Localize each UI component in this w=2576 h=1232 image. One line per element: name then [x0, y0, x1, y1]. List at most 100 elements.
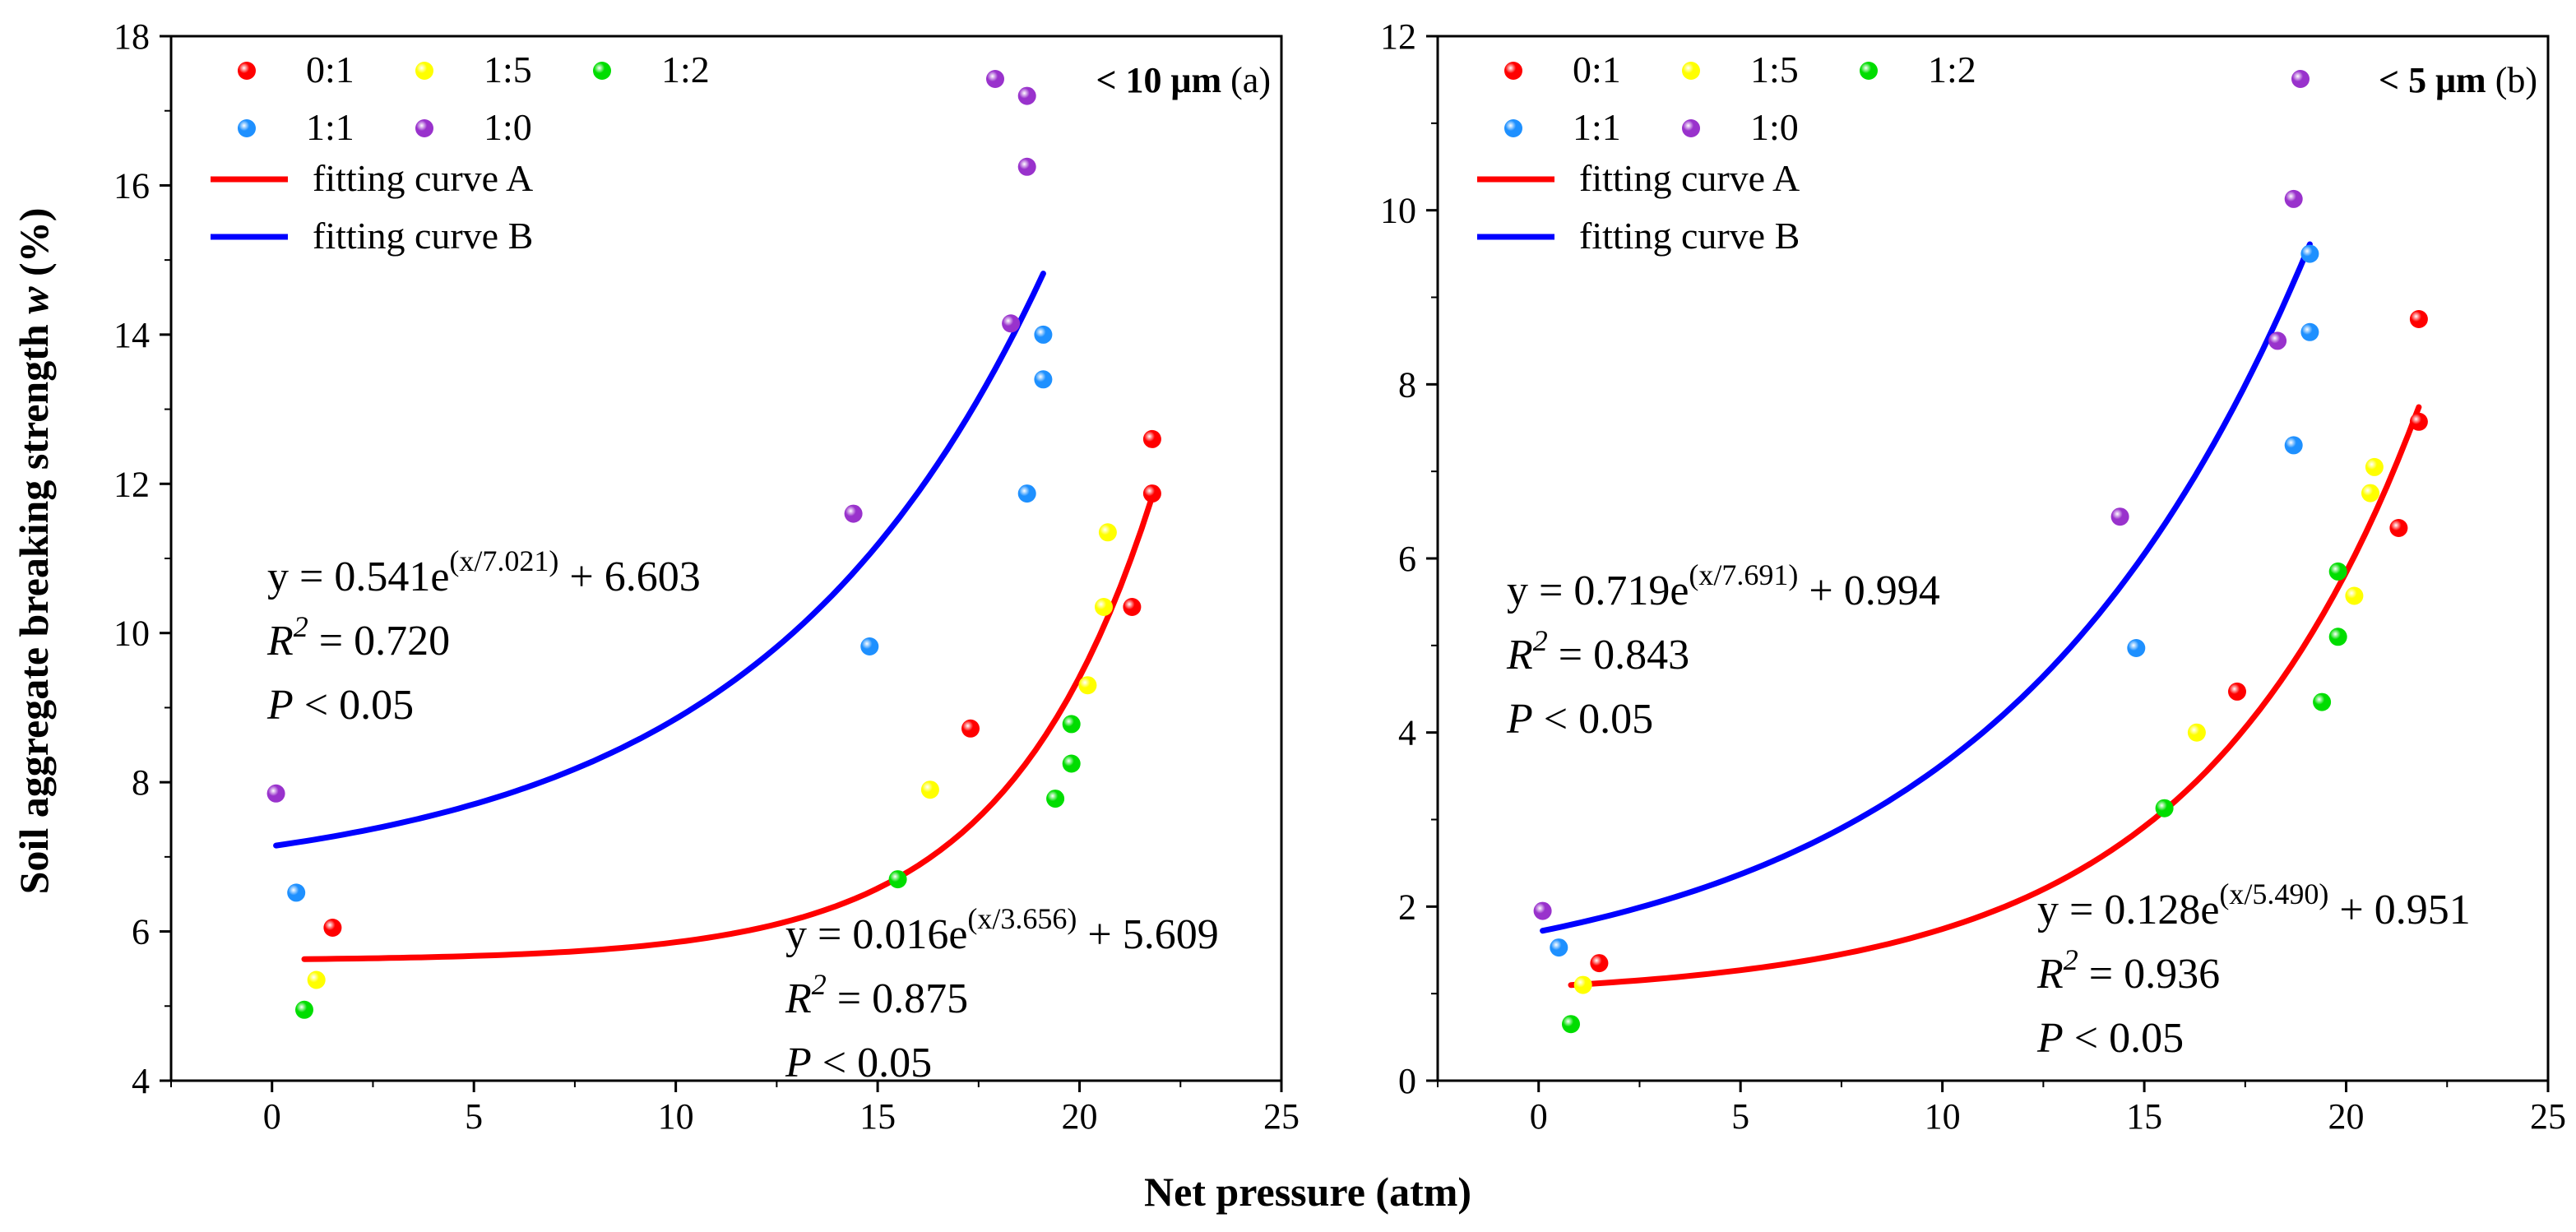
r-squared-symbol: R — [1506, 632, 1533, 679]
data-point-0-1 — [2409, 310, 2428, 328]
data-point-1-0 — [266, 784, 285, 803]
x-axis-title: Net pressure (atm) — [1144, 1169, 1471, 1215]
legend-label-0-1: 0:1 — [306, 49, 354, 90]
equation-tail: + 0.951 — [2328, 887, 2470, 933]
legend-marker-1-2 — [1860, 62, 1878, 80]
y-axis-title-prefix: Soil aggregate breaking strength — [11, 314, 57, 895]
equation-lead: y = 0.541e — [267, 553, 449, 600]
legend-marker-0-1 — [238, 62, 256, 80]
data-point-0-1 — [961, 719, 980, 738]
legend: 0:1 1:5 1:2 1:1 1:0 fitting curve A fitting cu… — [1477, 49, 1976, 257]
legend-marker-1-0 — [1682, 119, 1700, 137]
r-squared-sup: 2 — [294, 610, 308, 643]
data-point-1-5 — [1098, 523, 1117, 542]
y-tick-label: 4 — [132, 1061, 150, 1101]
legend-marker-1-5 — [1682, 62, 1700, 80]
data-point-1-5 — [1095, 598, 1113, 616]
y-tick-label: 16 — [114, 165, 150, 206]
p-value-symbol: P — [2036, 1015, 2064, 1062]
r-squared-value: = 0.843 — [1548, 632, 1689, 679]
legend-marker-1-2 — [593, 62, 611, 80]
r-squared-sup: 2 — [1533, 624, 1548, 657]
y-tick-label: 12 — [114, 464, 150, 504]
legend-marker-0-1 — [1504, 62, 1522, 80]
data-point-1-1 — [1017, 484, 1036, 503]
r-squared-value: = 0.875 — [827, 975, 968, 1022]
legend-label-curve-b: fitting curve B — [1579, 215, 1800, 257]
x-tick-label: 15 — [859, 1096, 896, 1137]
data-point-1-0 — [2268, 331, 2287, 350]
legend-label-1-2: 1:2 — [1928, 49, 1976, 90]
data-point-1-5 — [2361, 484, 2379, 503]
p-value-b: P < 0.05 — [266, 682, 414, 729]
p-value-symbol: P — [266, 682, 294, 729]
x-tick-label: 0 — [263, 1096, 281, 1137]
x-tick-label: 10 — [1925, 1096, 1961, 1137]
data-point-1-5 — [1573, 975, 1592, 994]
equation-tail: + 0.994 — [1798, 567, 1939, 614]
data-point-1-0 — [1002, 314, 1021, 333]
fitting-curve-b — [273, 271, 1046, 849]
legend: 0:1 1:5 1:2 1:1 1:0 fitting curve A fitting cu… — [211, 49, 710, 257]
data-point-1-2 — [1062, 715, 1081, 734]
x-tick-label: 25 — [2530, 1096, 2566, 1137]
data-point-1-1 — [1550, 938, 1568, 957]
x-tick-label: 0 — [1530, 1096, 1548, 1137]
r-squared-sup: 2 — [2064, 943, 2078, 976]
r-squared-value: = 0.720 — [308, 618, 450, 665]
y-tick-label: 18 — [114, 16, 150, 57]
legend-label-1-0: 1:0 — [484, 106, 532, 148]
tag-space — [2486, 60, 2495, 100]
legend-label-curve-a: fitting curve A — [1579, 157, 1800, 199]
r-squared-value: = 0.936 — [2078, 951, 2220, 998]
data-point-1-2 — [2328, 562, 2347, 581]
data-point-1-1 — [2300, 322, 2319, 341]
r-squared-symbol: R — [266, 618, 294, 665]
legend-marker-1-5 — [415, 62, 433, 80]
data-point-1-1 — [2284, 436, 2303, 455]
equation-b: y = 0.719e(x/7.691) + 0.994 — [1507, 558, 1940, 614]
p-value-text: < 0.05 — [812, 1040, 932, 1086]
y-tick-label: 6 — [132, 912, 150, 952]
legend-label-0-1: 0:1 — [1573, 49, 1621, 90]
legend-label-1-5: 1:5 — [1750, 49, 1799, 90]
p-value-symbol: P — [785, 1040, 812, 1086]
panel-tag-marker — [986, 70, 1004, 88]
y-tick-label: 10 — [1380, 191, 1416, 231]
p-value-text: < 0.05 — [1533, 696, 1653, 743]
data-point-0-1 — [1590, 954, 1609, 973]
p-value-b: P < 0.05 — [1506, 696, 1653, 743]
panel-tag-marker — [2291, 70, 2310, 88]
p-value-a: P < 0.05 — [785, 1040, 932, 1086]
r-squared-b: R2 = 0.720 — [266, 610, 450, 665]
data-point-0-1 — [1142, 429, 1161, 448]
r-squared-a: R2 = 0.936 — [2036, 943, 2220, 998]
x-tick-label: 10 — [658, 1096, 694, 1137]
chart-panel-a: 0 5 10 15 20 25 4 6 8 10 12 14 16 18 0:1 1:5 1:2 1:1 1:0 fi… — [114, 16, 1300, 1137]
y-tick-label: 14 — [114, 315, 150, 355]
x-tick-label: 25 — [1263, 1096, 1300, 1137]
legend-marker-1-1 — [1504, 119, 1522, 137]
y-tick-label: 0 — [1398, 1061, 1416, 1101]
data-point-0-1 — [323, 919, 342, 937]
legend-label-1-2: 1:2 — [661, 49, 710, 90]
p-value-a: P < 0.05 — [2036, 1015, 2184, 1062]
legend-label-curve-a: fitting curve A — [313, 157, 533, 199]
data-point-1-1 — [2300, 244, 2319, 263]
data-point-1-2 — [2313, 692, 2332, 711]
x-tick-label: 20 — [2328, 1096, 2365, 1137]
equation-b: y = 0.541e(x/7.021) + 6.603 — [267, 544, 701, 600]
equation-tail: + 5.609 — [1077, 911, 1218, 958]
equation-tail: + 6.603 — [558, 553, 700, 600]
data-point-0-1 — [1123, 598, 1142, 616]
panel-tag: < 10 μm (a) — [1096, 60, 1271, 100]
data-point-1-0 — [2284, 189, 2303, 208]
x-tick-label: 5 — [465, 1096, 483, 1137]
data-point-1-5 — [920, 780, 939, 799]
equation-exponent: (x/7.021) — [449, 544, 558, 577]
chart-panel-b: 0 5 10 15 20 25 0 2 4 6 8 10 12 0:1 1:5 1:2 1:1 1:0 fittin… — [1380, 16, 2566, 1137]
data-point-1-5 — [1078, 676, 1097, 695]
r-squared-symbol: R — [2036, 951, 2064, 998]
data-point-1-2 — [1046, 790, 1065, 808]
